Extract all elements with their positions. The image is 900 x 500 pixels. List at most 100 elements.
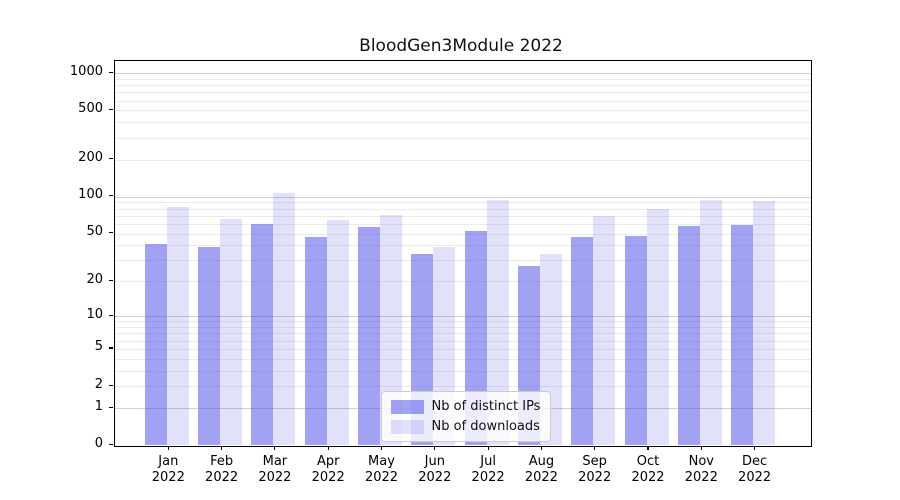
gridline-minor [114,333,811,335]
y-tick-label: 20 [86,271,103,287]
y-tick-label: 10 [86,306,103,322]
y-tick-mark [109,195,113,197]
x-tick-mark [327,445,329,450]
bar-dec-downloads [753,201,776,446]
gridline-minor [114,223,811,225]
y-tick-mark [109,232,113,234]
gridline-minor [114,386,811,388]
gridline-minor [114,358,811,360]
y-tick-mark [109,108,113,111]
y-tick-label: 1000 [69,63,103,79]
x-tick-label-dec: Dec 2022 [738,453,772,485]
y-tick-mark [109,406,113,408]
gridline-minor [114,370,811,372]
x-tick-mark [754,445,756,450]
gridline-minor [114,327,811,329]
gridline-minor [114,208,811,210]
y-tick-label: 500 [78,100,103,116]
y-tick-mark [109,384,113,386]
y-tick-label: 5 [94,339,103,355]
gridline-minor [114,321,811,323]
y-tick-label: 0 [94,436,103,451]
x-tick-mark [700,445,702,450]
y-tick-mark [109,279,113,282]
gridline-minor [114,348,811,350]
bar-jul-downloads [486,199,509,446]
y-tick-label: 200 [78,150,103,166]
legend: Nb of distinct IPs Nb of downloads [380,391,552,442]
x-tick-label-jan: Jan 2022 [151,453,185,485]
bar-may-downloads [380,215,402,446]
gridline-minor [114,137,811,139]
y-tick-label: 2 [94,376,103,392]
gridline-minor [114,85,811,87]
x-tick-mark [647,445,649,450]
gridline-minor [114,92,811,94]
bar-may-distinct-ips [358,226,380,446]
bar-sep-downloads [593,215,616,446]
x-tick-label-apr: Apr 2022 [311,453,345,485]
y-tick-label: 50 [86,224,103,240]
x-tick-mark [167,445,169,450]
x-tick-label-jun: Jun 2022 [418,453,452,485]
bar-mar-downloads [273,193,296,446]
gridline-major [114,196,811,198]
bar-nov-downloads [699,200,722,446]
gridline-major [114,316,811,318]
y-tick-mark [109,347,113,349]
gridline-minor [114,110,811,112]
x-tick-label-aug: Aug 2022 [524,453,558,485]
bar-dec-distinct-ips [731,224,754,446]
y-tick-mark [109,444,113,446]
bar-feb-downloads [220,218,243,446]
gridline-major [114,73,811,75]
x-tick-mark [487,445,489,450]
gridline-minor [114,215,811,217]
bar-jan-downloads [166,206,189,446]
bar-sep-distinct-ips [571,236,594,446]
x-tick-label-feb: Feb 2022 [205,453,239,485]
legend-swatch [390,419,424,434]
bar-oct-distinct-ips [624,235,647,446]
bar-apr-distinct-ips [304,236,327,446]
plot-area: Nb of distinct IPs Nb of downloads [113,60,812,447]
x-tick-label-mar: Mar 2022 [258,453,292,485]
x-tick-label-oct: Oct 2022 [631,453,665,485]
x-tick-mark [380,445,383,450]
gridline-minor [114,340,811,342]
x-tick-label-jul: Jul 2022 [471,453,505,485]
legend-label: Nb of downloads [431,419,540,434]
x-tick-mark [594,445,596,450]
gridline-minor [114,202,811,204]
bar-oct-downloads [646,208,669,446]
x-tick-label-nov: Nov 2022 [684,453,718,485]
x-tick-label-may: May 2022 [364,453,399,485]
y-tick-label: 100 [78,187,103,203]
y-tick-mark [109,158,113,160]
gridline-minor [114,233,811,235]
gridline-minor [114,260,811,262]
x-tick-mark [221,445,223,450]
gridline-minor [114,100,811,102]
legend-item: Nb of distinct IPs [390,399,541,414]
bar-apr-downloads [326,219,349,446]
y-tick-label: 1 [94,398,103,414]
chart-title: BloodGen3Module 2022 [359,36,563,56]
x-tick-mark [274,445,276,450]
bar-jan-distinct-ips [144,244,167,446]
bar-feb-distinct-ips [198,246,221,446]
bar-mar-distinct-ips [251,223,274,446]
legend-item: Nb of downloads [390,419,541,434]
gridline-minor [114,122,811,124]
legend-swatch [390,399,424,414]
x-tick-mark [434,445,436,450]
legend-label: Nb of distinct IPs [431,399,541,414]
x-tick-mark [540,445,542,450]
gridline-minor [114,78,811,80]
gridline-minor [114,245,811,247]
gridline-minor [114,281,811,283]
y-tick-mark [109,314,113,316]
x-tick-label-sep: Sep 2022 [578,453,612,485]
gridline-minor [114,159,811,161]
